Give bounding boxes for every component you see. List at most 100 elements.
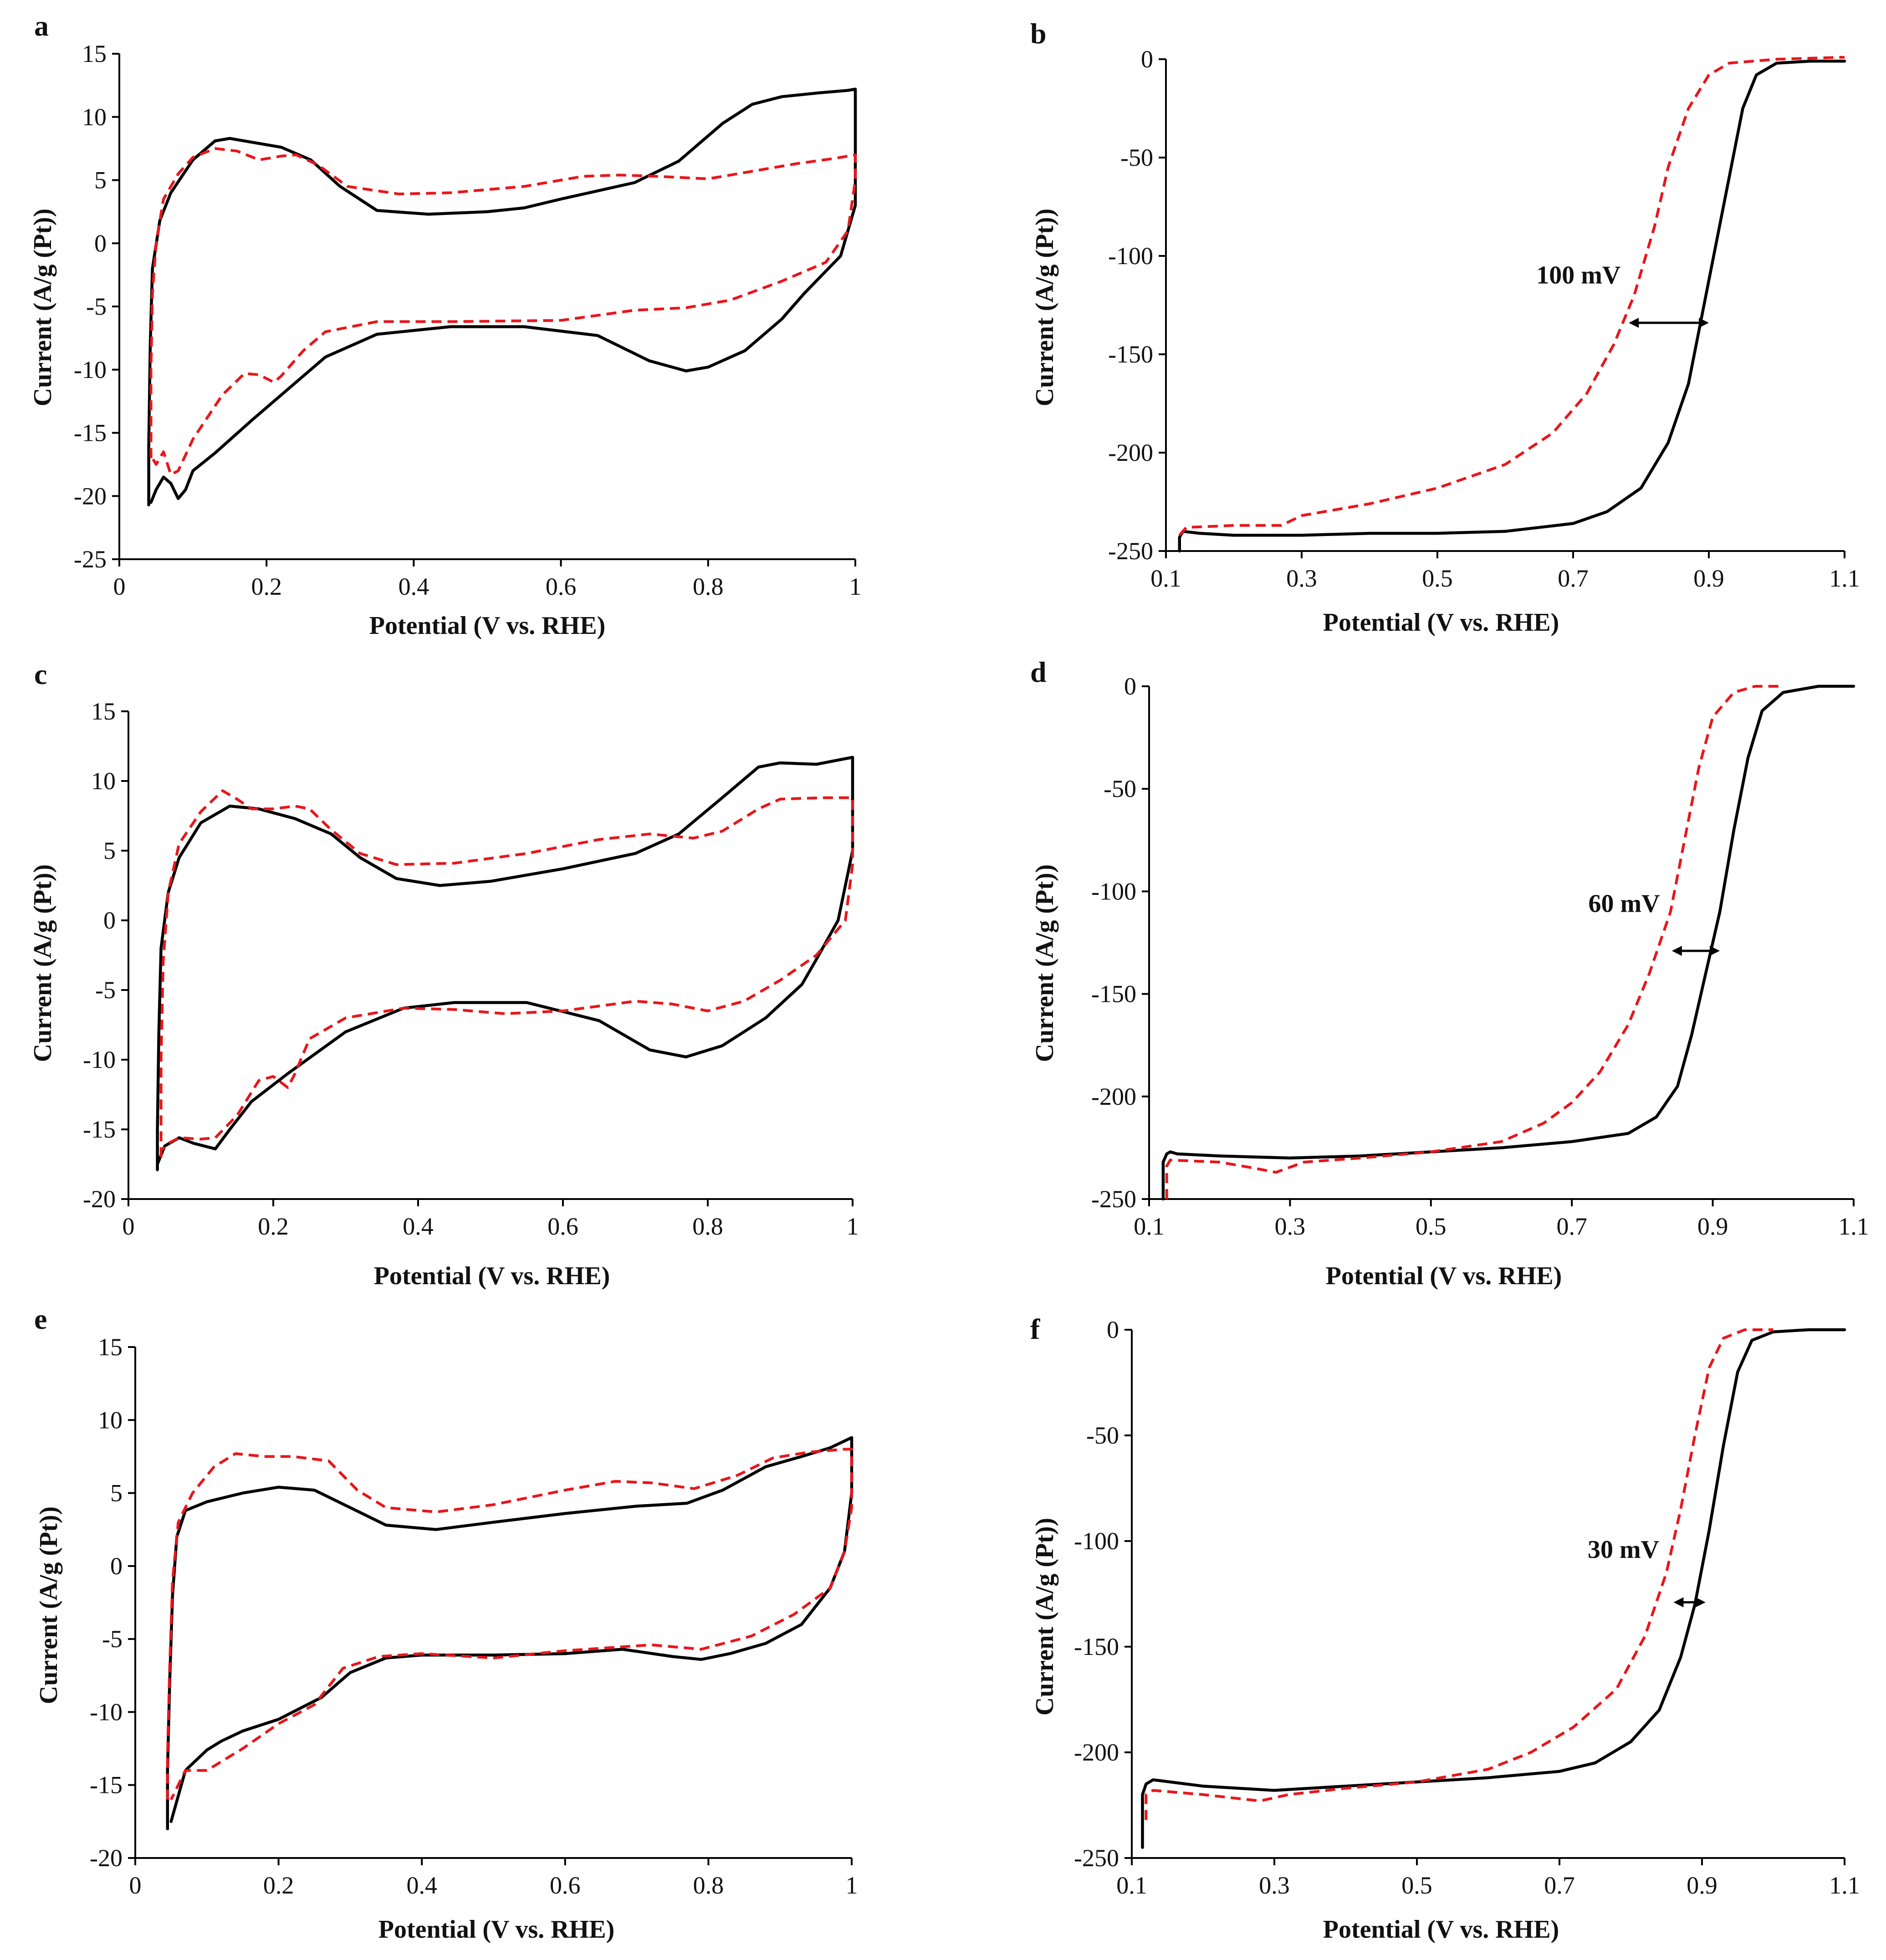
- x-tick-label-d: 0.1: [1134, 1213, 1165, 1240]
- series-solid-d: [1161, 684, 1855, 1201]
- shift-arrow-head-left-d: [1671, 946, 1682, 956]
- panel-d: d -250 -200 -150 -100 -50 0 0.1 0.3 0.5 0.7 0.9 1.1…: [1030, 656, 1869, 1290]
- series-dashed-f: [1145, 1328, 1774, 1820]
- y-tick-label-e: 0: [110, 1552, 123, 1580]
- x-tick-label-a: 0.6: [546, 573, 577, 600]
- x-tick-label-e: 0.8: [693, 1872, 724, 1899]
- x-tick-label-c: 1: [847, 1213, 859, 1240]
- x-tick-label-b: 0.7: [1558, 565, 1589, 592]
- x-tick-label-c: 0.4: [403, 1213, 434, 1240]
- y-tick-label-c: -10: [83, 1046, 116, 1073]
- y-tick-label-f: -250: [1074, 1844, 1119, 1872]
- series-dashed-c: [159, 789, 854, 1158]
- shift-label-d: 60 mV: [1588, 889, 1660, 918]
- y-tick-label-a: -5: [86, 293, 107, 320]
- y-tick-label-d: -250: [1091, 1185, 1136, 1213]
- shift-arrow-head-left-f: [1673, 1597, 1684, 1608]
- y-tick-label-a: 15: [82, 40, 107, 67]
- shift-arrow-head-right-d: [1710, 946, 1720, 956]
- series-solid-a: [147, 87, 857, 506]
- x-tick-label-c: 0.2: [258, 1213, 289, 1240]
- x-tick-label-f: 0.3: [1259, 1872, 1290, 1899]
- plot-area-d: -250 -200 -150 -100 -50 0 0.1 0.3 0.5 0.7 0.9 1.1: [1091, 673, 1869, 1240]
- panel-label-e: e: [34, 1303, 47, 1335]
- y-tick-label-c: 10: [91, 767, 116, 795]
- plot-area-a: -25 -20 -15 -10 -5 0 5 10 15 0 0.2 0.4 0.6 0.8 1: [74, 40, 861, 600]
- y-tick-label-f: -200: [1074, 1739, 1119, 1766]
- y-tick-label-c: -20: [83, 1185, 116, 1213]
- panel-f: f -250 -200 -150 -100 -50 0 0.1 0.3 0.5 0.7 0.9 1.1…: [1030, 1313, 1860, 1944]
- x-tick-label-c: 0: [123, 1213, 135, 1240]
- series-solid-c: [156, 755, 854, 1171]
- x-tick-label-f: 0.1: [1116, 1872, 1147, 1899]
- series-dashed-d: [1165, 685, 1784, 1199]
- shift-label-b: 100 mV: [1536, 261, 1620, 289]
- y-tick-label-d: -200: [1091, 1083, 1136, 1110]
- x-tick-label-e: 0.6: [550, 1872, 581, 1899]
- x-tick-label-d: 1.1: [1838, 1213, 1869, 1240]
- x-axis-title-c: Potential (V vs. RHE): [374, 1262, 610, 1290]
- y-axis-title-c: Current (A/g (Pt)): [29, 864, 57, 1062]
- x-tick-label-b: 0.3: [1286, 565, 1317, 592]
- x-tick-label-c: 0.6: [547, 1213, 578, 1240]
- y-tick-label-e: -20: [90, 1844, 123, 1872]
- x-tick-label-a: 0.2: [251, 573, 282, 600]
- x-tick-label-f: 0.9: [1687, 1872, 1717, 1899]
- x-tick-label-d: 0.5: [1416, 1213, 1446, 1240]
- panel-e: e -20 -15 -10 -5 0 5 10 15 0 0.2 0.4 0.6 0.8 1 Potent…: [34, 1303, 858, 1944]
- y-tick-label-e: -15: [90, 1771, 123, 1799]
- y-tick-label-c: 15: [91, 698, 116, 725]
- x-tick-label-e: 0.4: [406, 1872, 437, 1899]
- y-tick-label-a: -10: [74, 356, 107, 383]
- panel-a: a -25 -20 -15 -10 -5 0 5 10 15 0 0.2 0.4 0.6 0.8 1 Pot…: [29, 10, 862, 640]
- series-solid-b: [1178, 60, 1846, 553]
- y-axis-title-a: Current (A/g (Pt)): [29, 209, 57, 406]
- y-tick-label-a: -15: [74, 419, 107, 447]
- x-tick-label-f: 0.5: [1401, 1872, 1432, 1899]
- x-axis-title-a: Potential (V vs. RHE): [369, 612, 606, 640]
- x-tick-label-b: 0.5: [1422, 565, 1453, 592]
- plot-area-e: -20 -15 -10 -5 0 5 10 15 0 0.2 0.4 0.6 0.8 1: [90, 1333, 858, 1899]
- x-tick-label-a: 1: [849, 573, 862, 600]
- x-tick-label-a: 0.4: [399, 573, 429, 600]
- y-axis-title-e: Current (A/g (Pt)): [35, 1506, 63, 1704]
- x-tick-label-c: 0.8: [692, 1213, 723, 1240]
- x-axis-title-d: Potential (V vs. RHE): [1326, 1262, 1562, 1290]
- x-axis-title-e: Potential (V vs. RHE): [378, 1915, 615, 1944]
- y-tick-label-f: -50: [1086, 1422, 1119, 1449]
- series-dashed-e: [166, 1448, 853, 1801]
- x-tick-label-b: 0.9: [1693, 565, 1724, 592]
- y-tick-label-f: -100: [1074, 1527, 1119, 1555]
- y-tick-label-b: -250: [1108, 537, 1153, 565]
- y-tick-label-e: -10: [90, 1698, 123, 1725]
- y-tick-label-a: 5: [94, 167, 107, 194]
- panel-label-c: c: [34, 658, 47, 690]
- y-tick-label-c: 0: [103, 907, 116, 934]
- shift-arrow-b: [1629, 317, 1709, 328]
- x-tick-label-d: 0.9: [1697, 1213, 1728, 1240]
- series-solid-f: [1141, 1328, 1846, 1849]
- y-tick-label-c: -15: [83, 1116, 116, 1143]
- y-tick-label-b: 0: [1141, 46, 1153, 73]
- y-tick-label-f: -150: [1074, 1633, 1119, 1660]
- x-tick-label-d: 0.3: [1275, 1213, 1306, 1240]
- y-axis-title-b: Current (A/g (Pt)): [1031, 209, 1059, 406]
- x-tick-label-f: 1.1: [1829, 1872, 1860, 1899]
- panel-label-b: b: [1030, 17, 1047, 50]
- panel-c: c -20 -15 -10 -5 0 5 10 15 0 0.2 0.4 0.6 0.8 1 Potent…: [29, 658, 859, 1290]
- plot-area-b: -250 -200 -150 -100 -50 0 0.1 0.3 0.5 0.7 0.9 1.1: [1108, 46, 1860, 592]
- y-tick-label-a: 10: [82, 103, 107, 131]
- series-dashed-a: [149, 147, 857, 476]
- shift-label-f: 30 mV: [1588, 1536, 1659, 1564]
- y-tick-label-d: -50: [1104, 775, 1136, 802]
- shift-arrow-head-right-f: [1695, 1597, 1706, 1608]
- series-solid-e: [166, 1436, 854, 1831]
- y-tick-label-b: -50: [1120, 144, 1153, 171]
- plot-area-c: -20 -15 -10 -5 0 5 10 15 0 0.2 0.4 0.6 0.8 1: [83, 698, 859, 1240]
- y-tick-label-e: 5: [110, 1480, 123, 1507]
- panel-label-d: d: [1030, 656, 1047, 688]
- y-axis-title-f: Current (A/g (Pt)): [1031, 1518, 1059, 1715]
- y-tick-label-c: -5: [95, 976, 116, 1004]
- x-tick-label-f: 0.7: [1544, 1872, 1575, 1899]
